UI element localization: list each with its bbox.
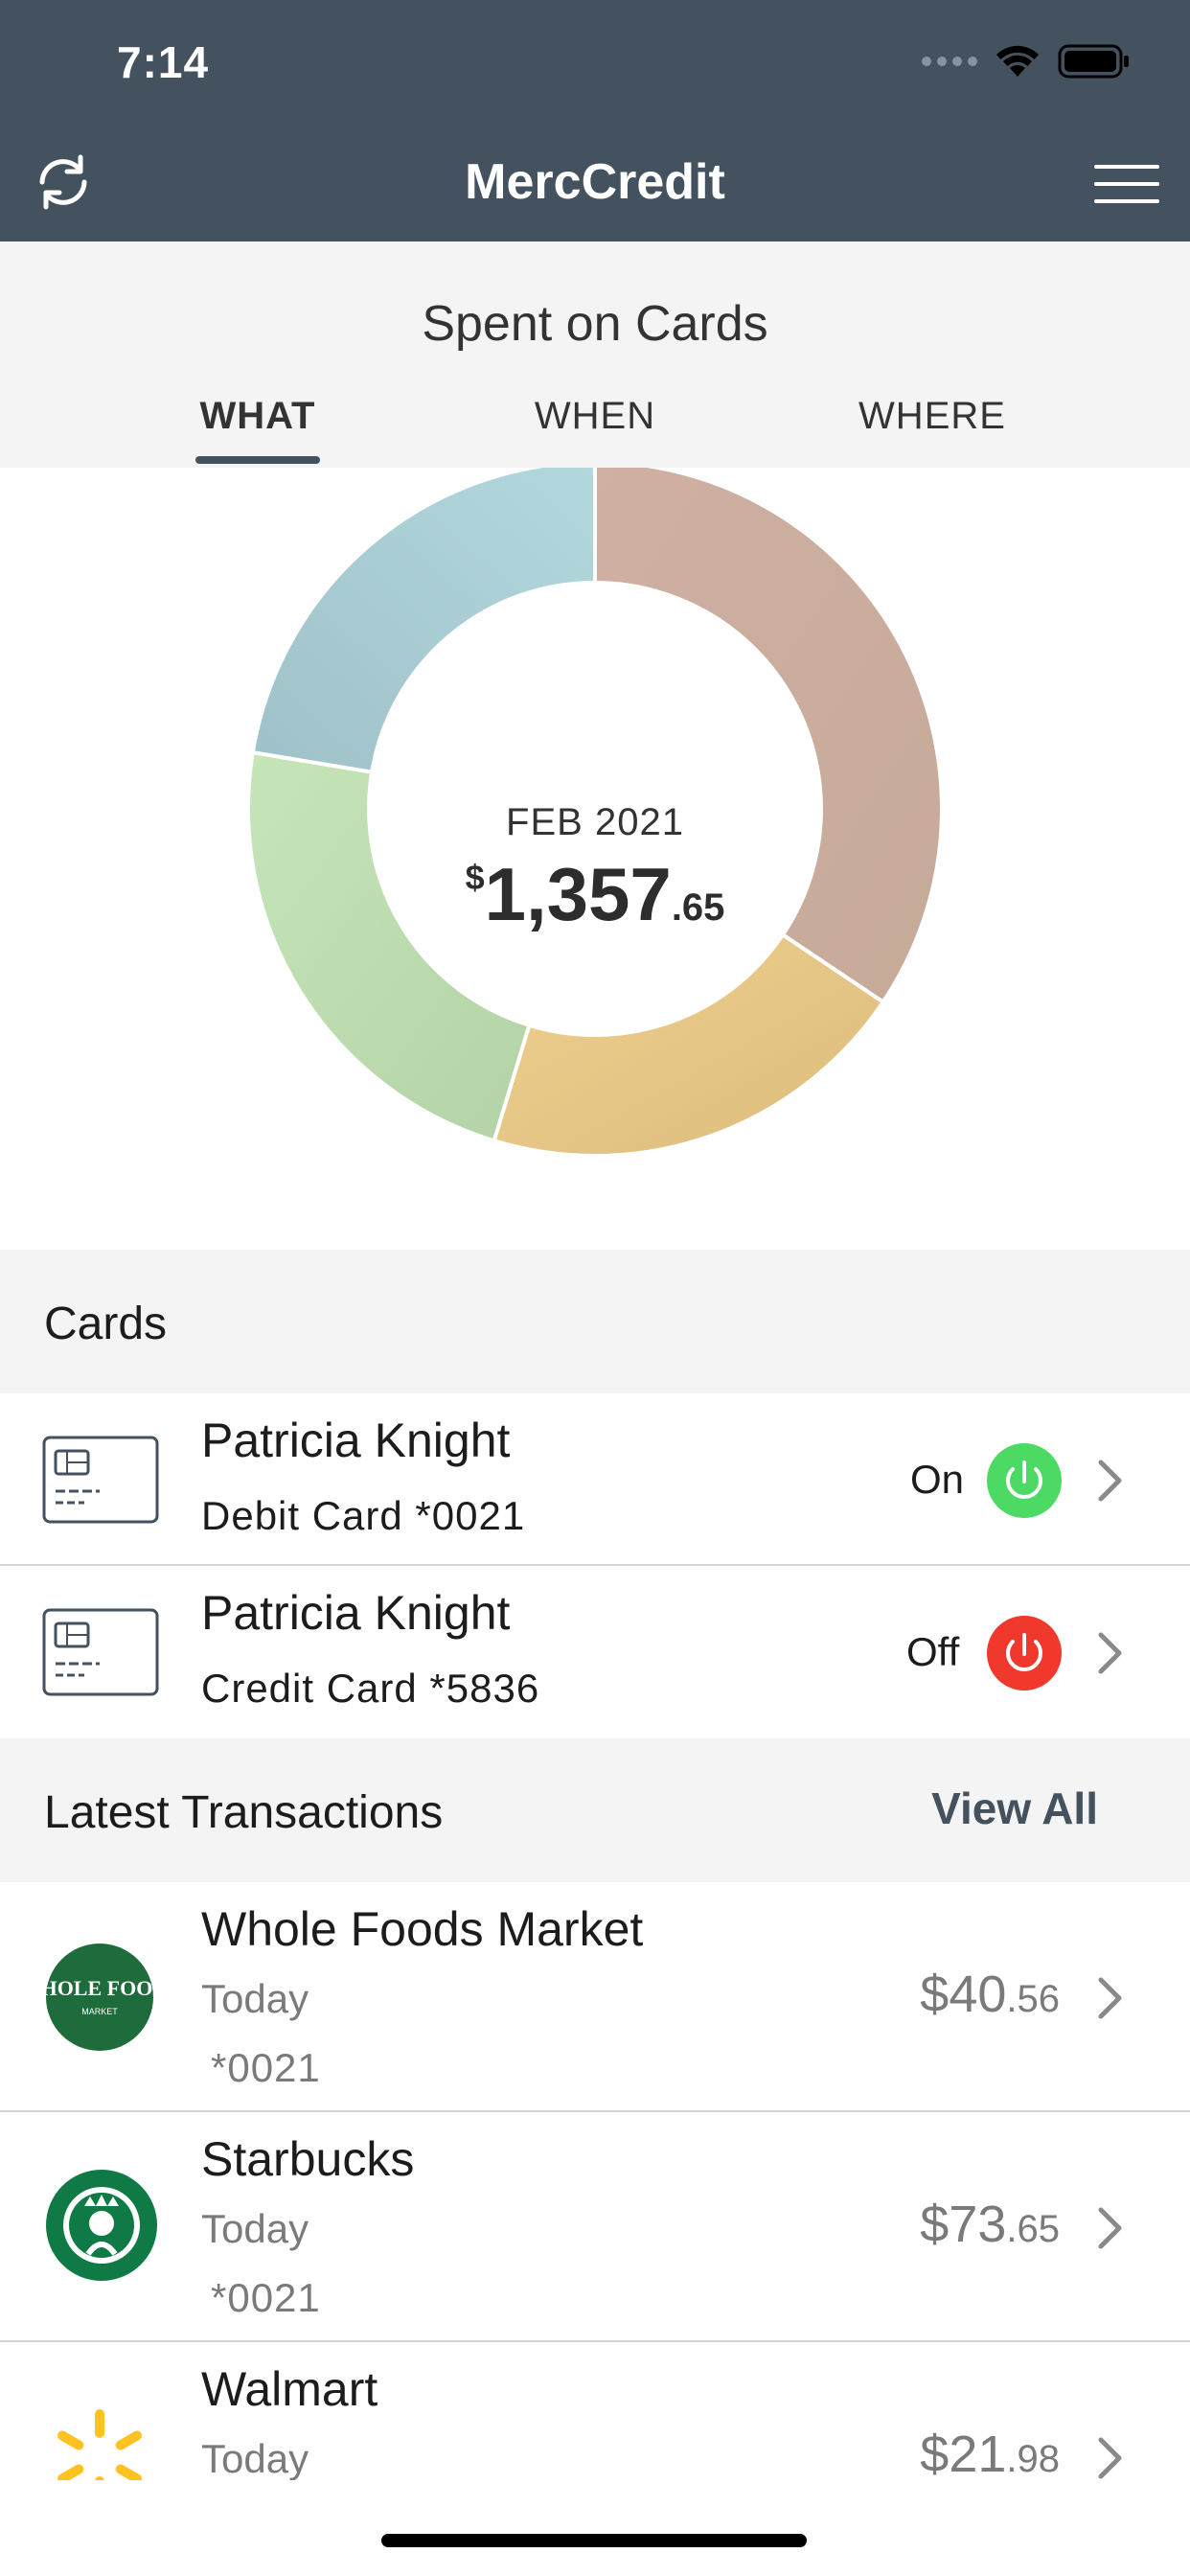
whole-foods-logo: WHOLE FOODS MARKET [20, 1942, 179, 2053]
card-power-toggle[interactable] [987, 1616, 1062, 1690]
power-icon [1006, 1633, 1042, 1672]
cards-section-title: Cards [44, 1299, 168, 1349]
merchant-name: Whole Foods Market [201, 1902, 644, 1956]
card-state-label: On [910, 1457, 965, 1502]
tab-when[interactable]: WHEN [534, 395, 656, 437]
amount-cents: .56 [1006, 1978, 1060, 2020]
status-icons [922, 42, 1131, 80]
spending-chart: FEB 2021 $1,357.65 [0, 468, 1190, 1250]
signal-icon [922, 57, 977, 66]
wifi-icon [995, 44, 1041, 79]
amount-whole: $21 [920, 2426, 1007, 2480]
hamburger-menu-icon [1094, 165, 1159, 203]
walmart-logo [44, 2402, 155, 2480]
status-time: 7:14 [117, 37, 210, 87]
card-state-label: Off [906, 1629, 960, 1674]
total-spent: $1,357.65 [0, 851, 1190, 938]
transaction-card: *0021 [211, 2275, 321, 2320]
transaction-date: Today [201, 1976, 309, 2021]
merchant-name: Starbucks [201, 2132, 415, 2186]
power-icon [1006, 1460, 1042, 1500]
view-all-link[interactable]: View All [931, 1783, 1098, 1833]
spent-summary-header: Spent on Cards WHAT WHEN WHERE [0, 242, 1190, 468]
transactions-section-header: Latest Transactions View All [0, 1738, 1190, 1882]
donut-chart [246, 468, 944, 1158]
transaction-row[interactable]: Walmart Today $21.98 [0, 2342, 1190, 2480]
transaction-amount: $40.56 [920, 1965, 1060, 2024]
transaction-amount: $73.65 [920, 2195, 1060, 2254]
spent-title: Spent on Cards [422, 296, 768, 352]
card-row[interactable]: Patricia Knight Credit Card *5836 Off [0, 1566, 1190, 1738]
donut-slice-2[interactable] [492, 932, 886, 1158]
transaction-card: *0021 [211, 2045, 321, 2090]
home-indicator[interactable] [381, 2534, 807, 2547]
donut-slice-3[interactable] [246, 749, 532, 1143]
refresh-button[interactable] [25, 144, 102, 220]
amount-whole: $40 [920, 1966, 1007, 2023]
transaction-amount: $21.98 [920, 2425, 1060, 2480]
amount-whole: $73 [920, 2196, 1007, 2253]
chevron-right-icon [1098, 1460, 1122, 1502]
app-header: 7:14 MercCredit [0, 0, 1190, 242]
card-holder-name: Patricia Knight [201, 1586, 511, 1640]
credit-card-icon [42, 1608, 159, 1696]
chevron-right-icon [1098, 1632, 1122, 1674]
chevron-right-icon [1098, 2207, 1122, 2249]
donut-slice-4[interactable] [250, 468, 597, 774]
card-row[interactable]: Patricia Knight Debit Card *0021 On [0, 1393, 1190, 1566]
donut-slice-1[interactable] [593, 468, 944, 1005]
active-tab-indicator [195, 456, 320, 464]
menu-button[interactable] [1092, 161, 1161, 207]
chart-month: FEB 2021 [506, 801, 684, 843]
battery-icon [1058, 43, 1131, 80]
transactions-section-title: Latest Transactions [44, 1787, 444, 1838]
merchant-name: Walmart [201, 2362, 378, 2416]
total-cents: .65 [671, 886, 725, 929]
card-power-toggle[interactable] [987, 1443, 1062, 1518]
logo-subtext: MARKET [81, 2007, 118, 2016]
transaction-row[interactable]: Starbucks Today *0021 $73.65 [0, 2112, 1190, 2342]
logo-text: WHOLE FOODS [44, 1976, 155, 2000]
refresh-icon [39, 154, 87, 210]
amount-cents: .98 [1006, 2438, 1060, 2480]
total-whole: 1,357 [484, 852, 672, 936]
card-type-number: Credit Card *5836 [201, 1666, 540, 1711]
credit-card-icon [42, 1436, 159, 1524]
cards-section-header: Cards [0, 1250, 1190, 1393]
starbucks-logo [44, 2168, 157, 2281]
tab-what[interactable]: WHAT [199, 395, 316, 437]
card-holder-name: Patricia Knight [201, 1414, 511, 1467]
amount-cents: .65 [1006, 2208, 1060, 2250]
total-dollar-sign: $ [465, 858, 485, 897]
transaction-date: Today [201, 2206, 309, 2251]
chevron-right-icon [1098, 2437, 1122, 2479]
chevron-right-icon [1098, 1977, 1122, 2019]
transaction-row[interactable]: WHOLE FOODS MARKET Whole Foods Market To… [0, 1882, 1190, 2112]
app-title: MercCredit [465, 154, 725, 210]
transaction-date: Today [201, 2436, 309, 2480]
tab-where[interactable]: WHERE [858, 395, 1006, 437]
card-type-number: Debit Card *0021 [201, 1493, 526, 1538]
